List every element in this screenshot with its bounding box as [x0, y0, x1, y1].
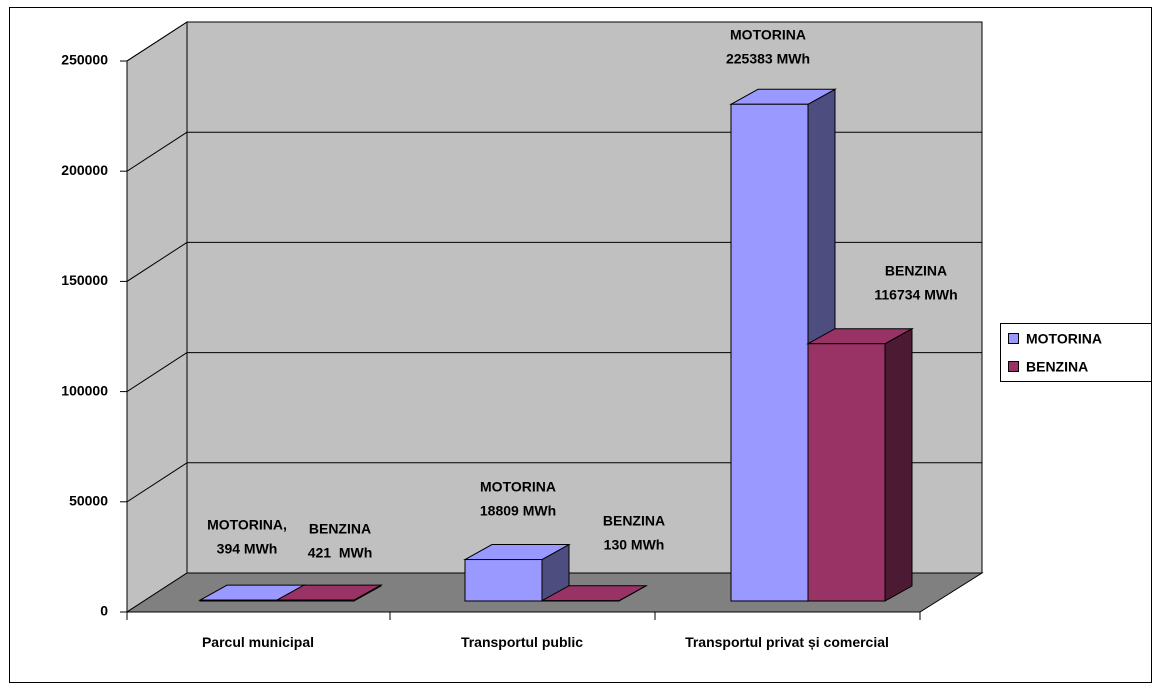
legend-swatch — [1008, 333, 1019, 344]
bar-front — [276, 599, 355, 602]
bar — [275, 584, 383, 602]
y-tick-label: 0 — [100, 603, 108, 619]
bar-front — [199, 599, 278, 602]
grid-line — [126, 462, 188, 503]
value-label: 421 MWh — [308, 545, 373, 561]
grid-line — [126, 241, 188, 282]
bar — [806, 327, 914, 602]
grid-line — [126, 352, 188, 393]
bar — [540, 584, 648, 602]
value-label: BENZINA — [603, 513, 665, 529]
value-label: 394 MWh — [217, 541, 278, 557]
value-label: 225383 MWh — [726, 51, 810, 67]
value-label: MOTORINA, — [207, 517, 287, 533]
grid-line — [126, 21, 188, 62]
y-tick-label: 50000 — [69, 493, 108, 509]
x-tick-label: Parcul municipal — [201, 634, 315, 650]
bar-front — [807, 343, 886, 602]
value-label: MOTORINA — [480, 479, 556, 495]
legend-label: MOTORINA — [1026, 331, 1102, 347]
bar-front — [730, 103, 809, 602]
y-tick-label: 100000 — [61, 382, 108, 398]
legend-label: BENZINA — [1026, 359, 1088, 375]
bar-side — [884, 327, 913, 602]
x-tick-label: Transportul privat și comercial — [685, 634, 889, 650]
legend — [1000, 323, 1152, 382]
bar — [463, 543, 571, 602]
value-label: MOTORINA — [730, 27, 806, 43]
value-label: BENZINA — [885, 263, 947, 279]
value-label: BENZINA — [309, 521, 371, 537]
legend-swatch — [1008, 361, 1019, 372]
bar-front — [464, 559, 543, 602]
y-tick-label: 200000 — [61, 162, 108, 178]
grid-line — [126, 131, 188, 172]
y-tick-label: 250000 — [61, 52, 108, 68]
value-label: 130 MWh — [604, 537, 665, 553]
x-tick-label: Transportul public — [460, 634, 584, 650]
value-label: 116734 MWh — [874, 287, 957, 303]
side-wall — [126, 21, 188, 613]
y-tick-label: 150000 — [61, 272, 108, 288]
value-label: 18809 MWh — [480, 503, 556, 519]
